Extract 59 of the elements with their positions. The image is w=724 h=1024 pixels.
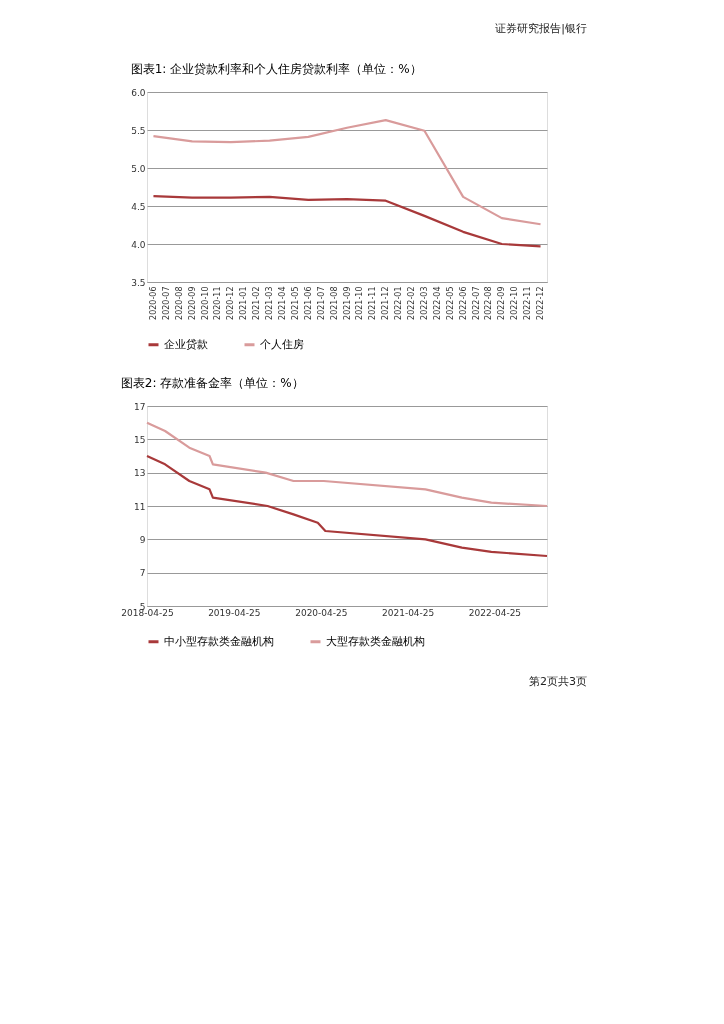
- x-tick-label: 2021-12: [381, 286, 391, 320]
- x-tick-label: 2021-07: [316, 286, 326, 320]
- chart-title: 图表1: 企业贷款利率和个人住房贷款利率（单位：%）: [130, 62, 422, 76]
- x-tick-label: 2020-09: [187, 286, 197, 320]
- x-tick-label: 2021-06: [303, 286, 313, 320]
- x-tick-label: 2021-01: [239, 286, 249, 320]
- line-series: [152, 119, 542, 226]
- x-tick-label: 2021-04-25: [381, 607, 435, 618]
- x-tick-label: 2020-10: [200, 286, 210, 320]
- x-tick-label: 2022-12: [536, 286, 546, 320]
- x-tick-label: 2020-07: [161, 286, 171, 320]
- x-tick-label: 2022-09: [497, 286, 507, 320]
- x-tick-label: 2021-04: [277, 286, 287, 320]
- y-tick-label: 11: [134, 501, 146, 512]
- x-tick-label: 2022-08: [484, 286, 494, 320]
- x-tick-label: 2021-03: [265, 286, 275, 320]
- line-series: [145, 454, 549, 558]
- y-tick-label: 3.5: [131, 277, 146, 288]
- x-tick-label: 2021-08: [329, 286, 339, 320]
- x-tick-label: 2022-01: [394, 286, 404, 320]
- y-tick-label: 15: [134, 434, 146, 445]
- x-tick-label: 2021-10: [355, 286, 365, 320]
- legend-label: 大型存款类金融机构: [326, 634, 425, 648]
- legend-label: 企业贷款: [164, 337, 208, 351]
- y-tick-label: 4.0: [131, 239, 146, 250]
- y-tick-label: 5.0: [131, 163, 146, 174]
- y-tick-label: 7: [139, 568, 146, 579]
- y-tick-label: 13: [134, 468, 146, 479]
- x-tick-label: 2021-11: [368, 286, 378, 320]
- y-tick-label: 9: [139, 534, 146, 545]
- x-tick-label: 2022-04: [432, 286, 442, 320]
- x-tick-label: 2022-02: [407, 286, 417, 320]
- x-tick-label: 2022-05: [445, 286, 455, 320]
- x-tick-label: 2022-07: [471, 286, 481, 320]
- text: 证券研究报告|银行: [495, 22, 587, 35]
- x-tick-label: 2022-04-25: [468, 607, 522, 618]
- x-tick-label: 2022-03: [419, 286, 429, 320]
- x-tick-label: 2020-12: [226, 286, 236, 320]
- legend-label: 个人住房: [260, 337, 304, 351]
- x-tick-label: 2021-05: [290, 286, 300, 320]
- x-tick-label: 2022-06: [458, 286, 468, 320]
- chart-title: 图表2: 存款准备金率（单位：%）: [120, 376, 304, 390]
- x-tick-label: 2021-02: [252, 286, 262, 320]
- x-tick-label: 2022-11: [523, 286, 533, 320]
- y-tick-label: 5.5: [131, 125, 146, 136]
- legend-label: 中小型存款类金融机构: [164, 634, 274, 648]
- line-series: [145, 421, 549, 508]
- x-tick-label: 2020-04-25: [295, 607, 348, 618]
- y-tick-label: 17: [134, 401, 146, 412]
- line-series: [152, 195, 542, 248]
- x-tick-label: 2021-09: [342, 286, 352, 320]
- y-tick-label: 6.0: [131, 87, 146, 98]
- x-tick-label: 2020-06: [148, 286, 158, 320]
- y-tick-label: 4.5: [131, 201, 146, 212]
- x-tick-label: 2019-04-25: [208, 607, 261, 618]
- x-tick-label: 2020-08: [174, 286, 184, 320]
- x-tick-label: 2022-10: [510, 286, 520, 320]
- x-tick-label: 2020-11: [213, 286, 223, 320]
- text: 第2页共3页: [529, 675, 587, 688]
